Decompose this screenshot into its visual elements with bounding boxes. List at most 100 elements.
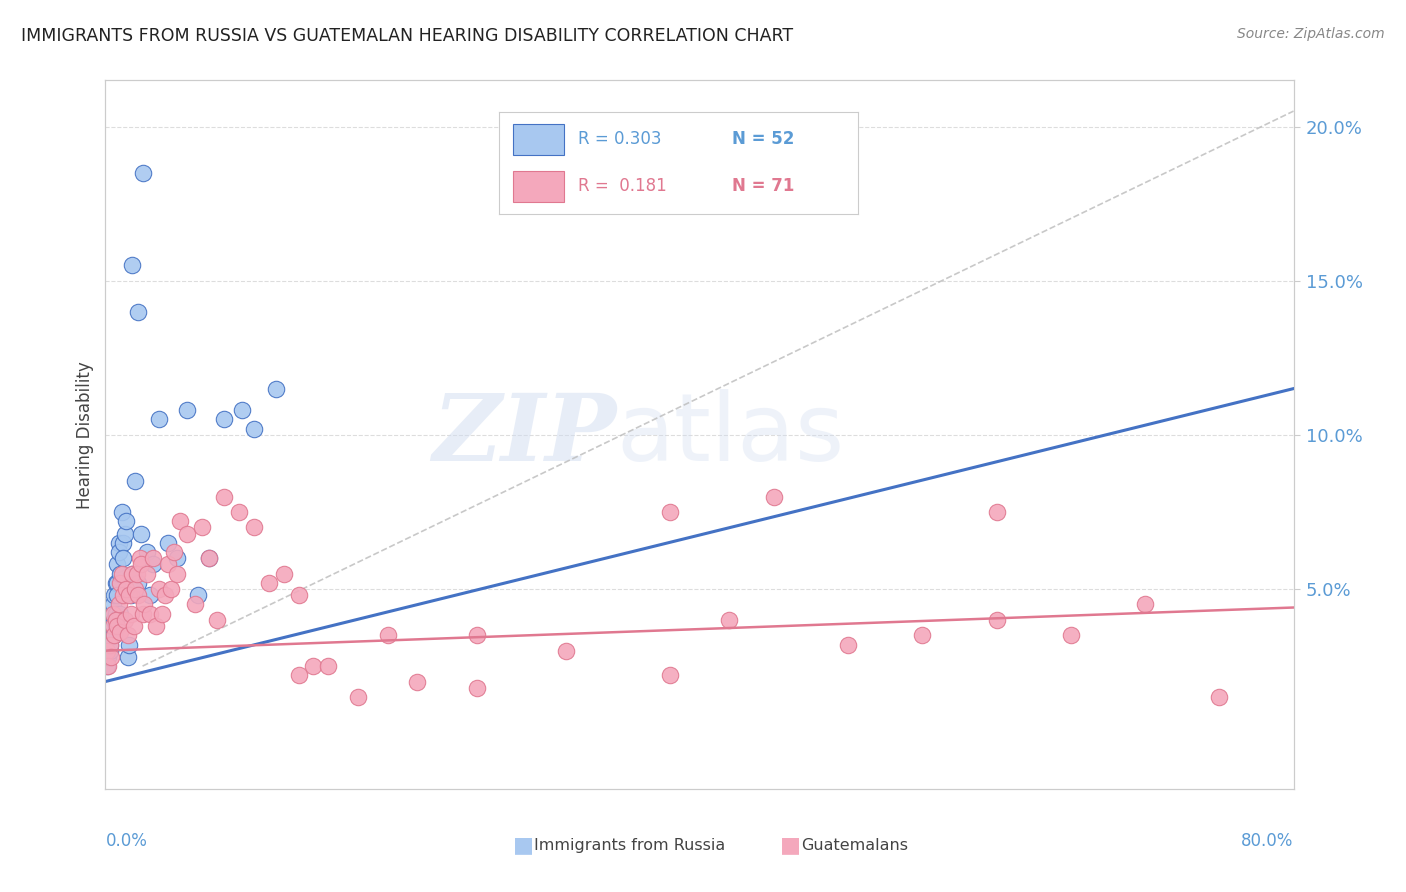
- Text: 80.0%: 80.0%: [1241, 831, 1294, 849]
- Point: [127, 588, 149, 602]
- Point: [121, 566, 143, 581]
- Point: [129, 526, 152, 541]
- Text: 0.0%: 0.0%: [105, 831, 148, 849]
- Text: atlas: atlas: [616, 389, 845, 481]
- Point: [169, 514, 191, 528]
- Text: R = 0.303: R = 0.303: [578, 130, 661, 148]
- Point: [198, 551, 221, 566]
- Point: [104, 613, 127, 627]
- Point: [406, 674, 429, 689]
- Point: [911, 628, 934, 642]
- Y-axis label: Hearing Disability: Hearing Disability: [76, 361, 94, 508]
- Point: [105, 558, 128, 572]
- Point: [163, 545, 186, 559]
- Text: R =  0.181: R = 0.181: [578, 178, 666, 195]
- Point: [115, 514, 138, 528]
- Point: [96, 659, 118, 673]
- Point: [465, 681, 488, 695]
- Text: ■: ■: [780, 836, 801, 855]
- Point: [111, 566, 134, 581]
- Point: [101, 619, 124, 633]
- Point: [127, 304, 149, 318]
- Point: [554, 643, 576, 657]
- Point: [98, 638, 121, 652]
- Point: [166, 551, 188, 566]
- Point: [132, 598, 155, 612]
- Point: [98, 638, 121, 652]
- Point: [121, 566, 143, 581]
- Point: [129, 558, 152, 572]
- Point: [96, 643, 118, 657]
- Text: N = 52: N = 52: [733, 130, 794, 148]
- Point: [110, 607, 132, 621]
- Point: [150, 607, 173, 621]
- Point: [1208, 690, 1230, 704]
- Point: [117, 628, 139, 642]
- Point: [122, 619, 145, 633]
- Point: [1133, 598, 1156, 612]
- Point: [97, 659, 120, 673]
- Text: ■: ■: [513, 836, 534, 855]
- Point: [108, 598, 131, 612]
- Point: [153, 588, 176, 602]
- Point: [105, 619, 128, 633]
- Point: [718, 613, 741, 627]
- Point: [131, 166, 153, 180]
- Point: [837, 638, 859, 652]
- Point: [287, 668, 309, 682]
- Point: [115, 582, 138, 596]
- Point: [104, 619, 127, 633]
- Point: [110, 566, 132, 581]
- Point: [121, 258, 143, 272]
- Point: [101, 598, 124, 612]
- Point: [191, 520, 214, 534]
- Point: [100, 625, 122, 640]
- Point: [103, 613, 125, 627]
- Point: [114, 526, 136, 541]
- Point: [97, 649, 120, 664]
- Point: [101, 619, 124, 633]
- Point: [100, 649, 122, 664]
- Point: [108, 545, 131, 559]
- Point: [139, 607, 162, 621]
- Point: [110, 575, 132, 590]
- Point: [120, 607, 142, 621]
- Point: [108, 535, 131, 549]
- Point: [302, 659, 325, 673]
- Point: [205, 613, 228, 627]
- Point: [148, 412, 170, 426]
- Point: [1060, 628, 1083, 642]
- Point: [100, 613, 122, 627]
- Point: [347, 690, 370, 704]
- Point: [103, 628, 125, 642]
- Point: [287, 588, 309, 602]
- Point: [118, 638, 141, 652]
- Point: [136, 545, 159, 559]
- Point: [112, 551, 135, 566]
- Point: [156, 535, 179, 549]
- Point: [98, 643, 121, 657]
- Point: [136, 566, 159, 581]
- Point: [125, 566, 148, 581]
- Point: [104, 607, 127, 621]
- Text: ZIP: ZIP: [432, 390, 616, 480]
- Point: [112, 588, 135, 602]
- Text: Source: ZipAtlas.com: Source: ZipAtlas.com: [1237, 27, 1385, 41]
- Point: [243, 520, 266, 534]
- Point: [127, 575, 149, 590]
- Point: [176, 403, 198, 417]
- Point: [128, 551, 150, 566]
- Point: [465, 628, 488, 642]
- Point: [228, 505, 250, 519]
- Point: [377, 628, 399, 642]
- Point: [142, 551, 165, 566]
- Point: [96, 643, 118, 657]
- Point: [98, 619, 121, 633]
- Point: [148, 582, 170, 596]
- Point: [101, 619, 124, 633]
- Point: [214, 412, 236, 426]
- Point: [264, 382, 287, 396]
- Text: Guatemalans: Guatemalans: [801, 838, 908, 853]
- Point: [156, 558, 179, 572]
- Point: [186, 588, 208, 602]
